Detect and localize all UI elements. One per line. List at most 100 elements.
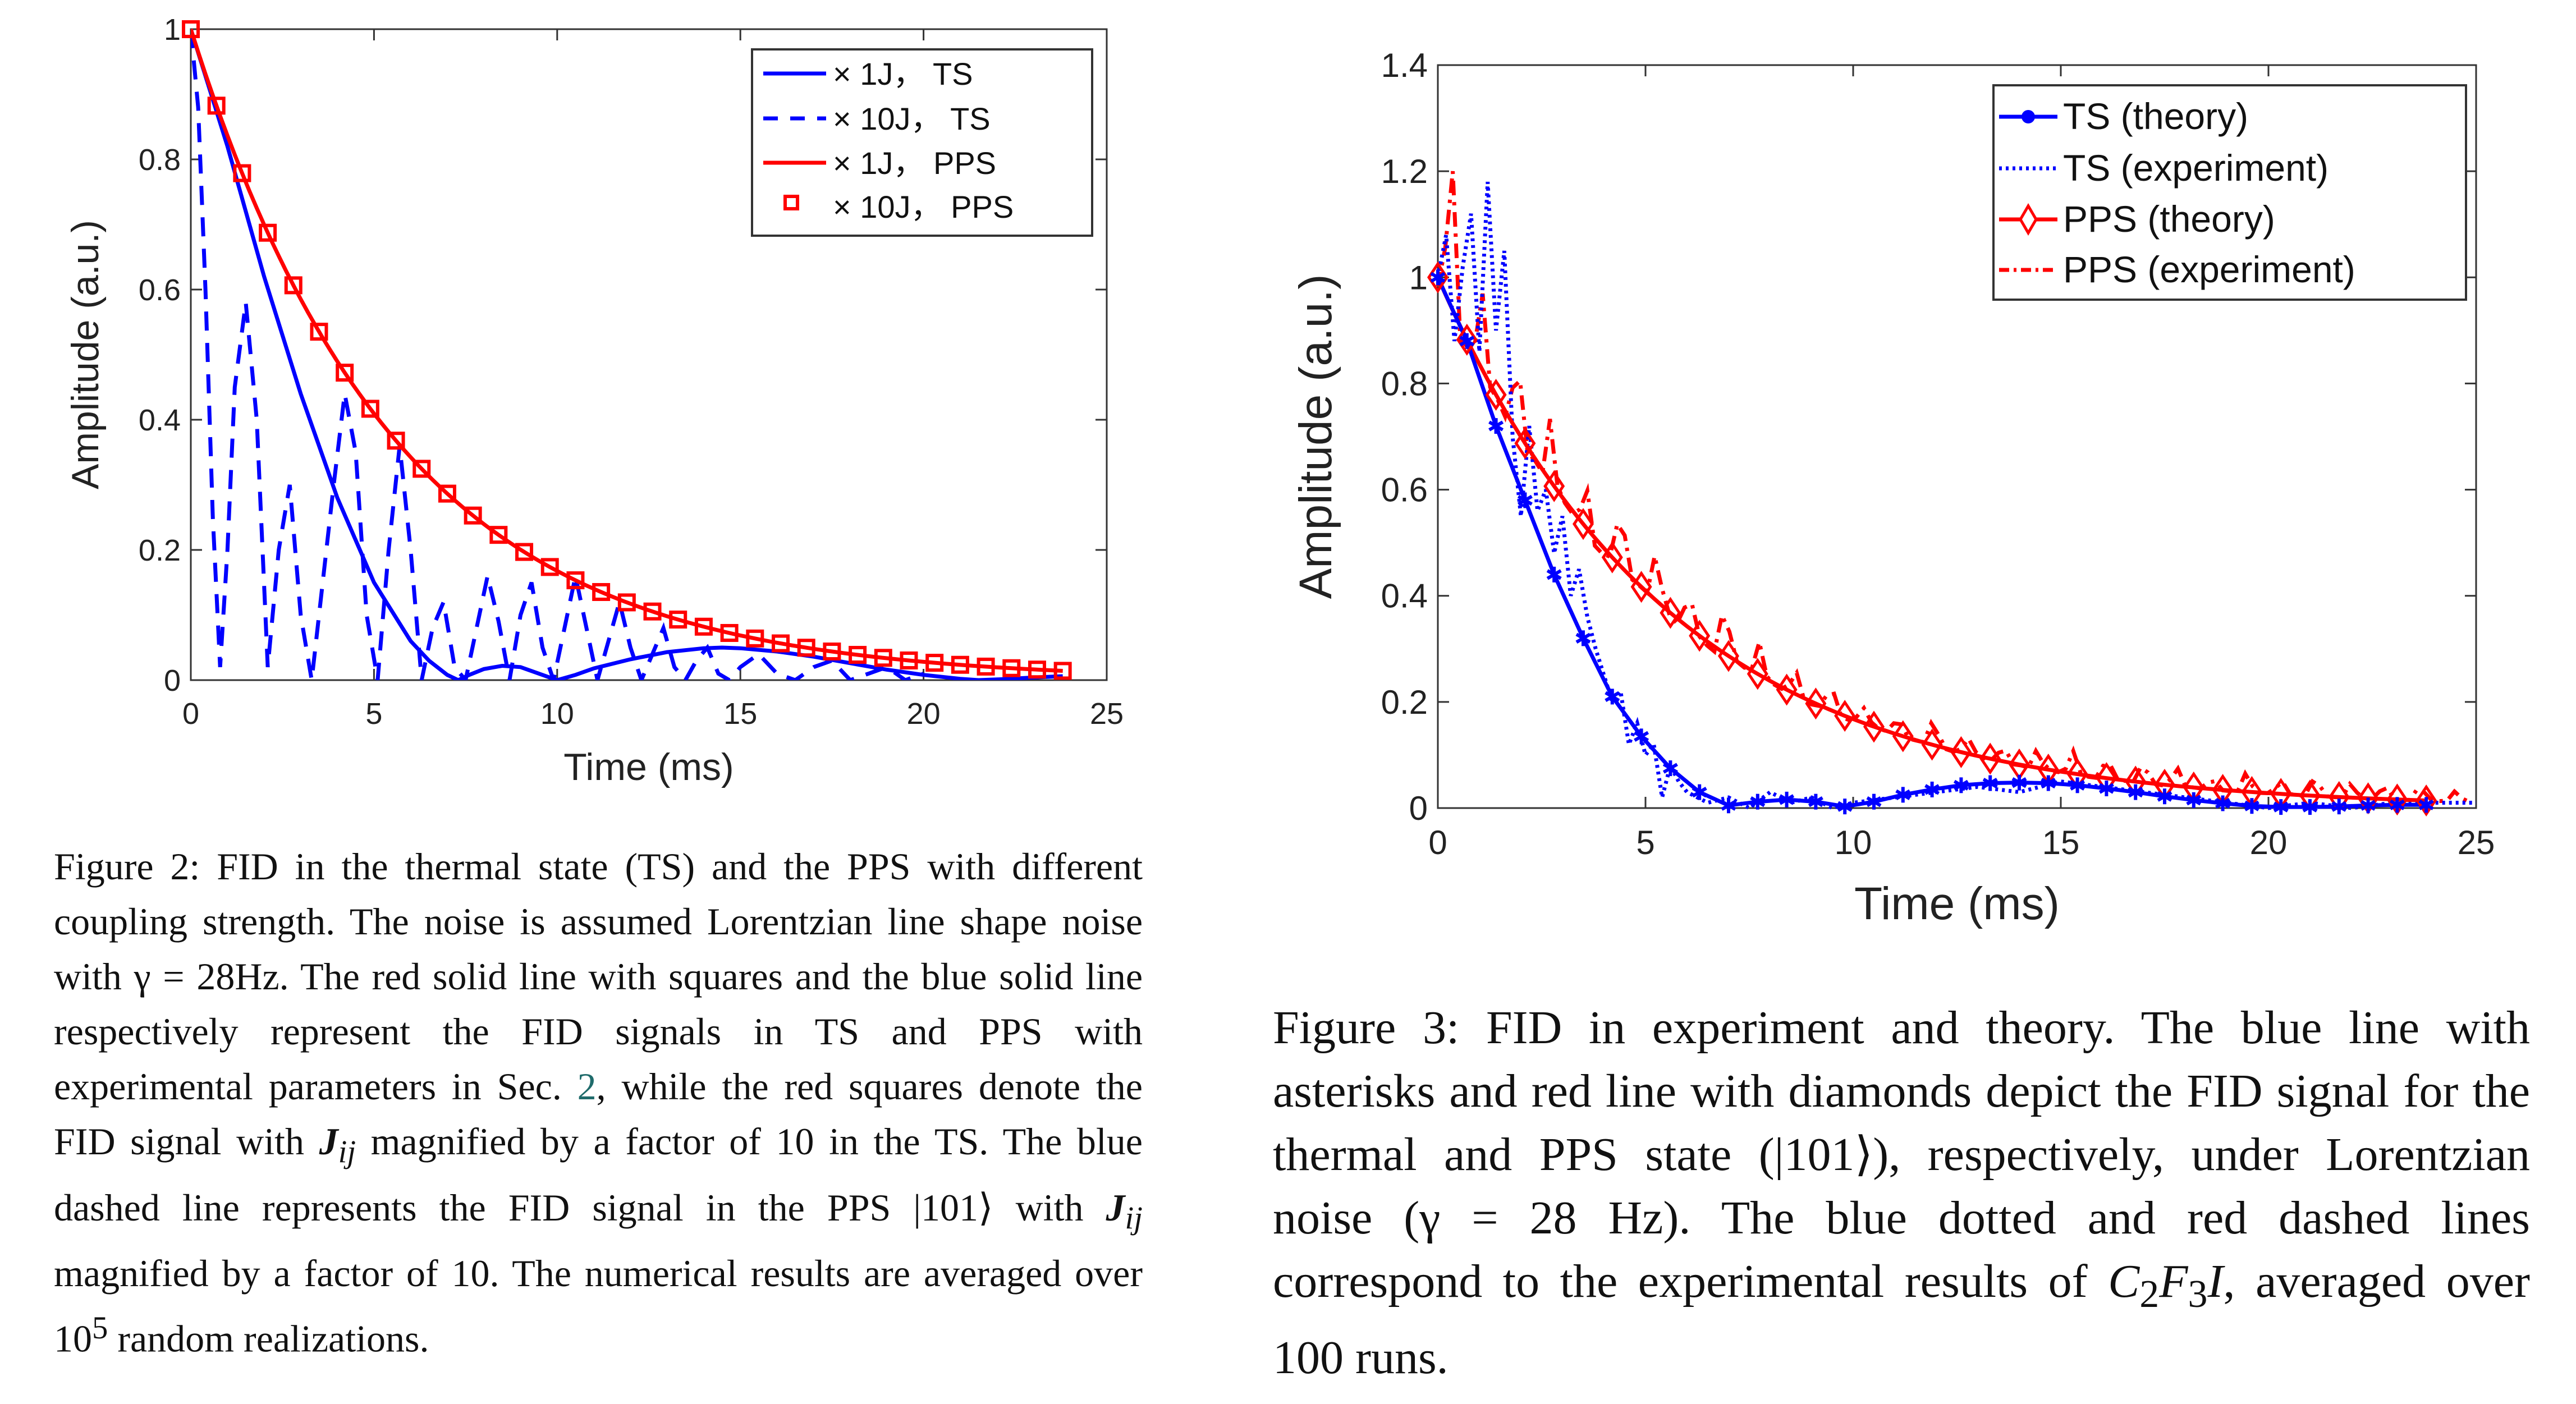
series-marker-ts-asterisk bbox=[2418, 797, 2434, 813]
legend: × 1J， TS × 10J， TS × 1J， PPS × 10J， PPS bbox=[751, 48, 1093, 237]
x-tick-label: 5 bbox=[365, 697, 382, 731]
y-tick-label: 1 bbox=[1409, 259, 1428, 296]
series-marker-pps-diamond bbox=[1630, 571, 1652, 603]
series-marker-pps-diamond bbox=[2270, 778, 2292, 810]
series-marker-pps-diamond bbox=[1601, 541, 1623, 573]
series-marker-ts-asterisk bbox=[2331, 799, 2347, 815]
series-marker-10j-pps-square bbox=[515, 543, 534, 561]
x-axis-label: Time (ms) bbox=[563, 746, 734, 788]
series-marker-10j-pps-square bbox=[797, 639, 815, 657]
legend-label: × 10J， TS bbox=[833, 101, 991, 136]
section-reference-link[interactable]: 2 bbox=[577, 1065, 597, 1108]
series-marker-ts-asterisk bbox=[1488, 418, 1504, 434]
series-marker-pps-diamond bbox=[1514, 427, 1536, 460]
series-marker-pps-diamond bbox=[2008, 748, 2030, 781]
series-marker-ts-asterisk bbox=[2011, 774, 2027, 791]
series-marker-10j-pps-square bbox=[977, 657, 995, 676]
x-tick-label: 0 bbox=[182, 697, 199, 731]
series-marker-ts-asterisk bbox=[2389, 797, 2405, 813]
series-marker-10j-pps-square bbox=[489, 526, 508, 544]
series-marker-pps-diamond bbox=[1921, 728, 1943, 761]
series-marker-pps-diamond bbox=[1950, 736, 1972, 768]
series-marker-ts-asterisk bbox=[1895, 787, 1911, 803]
legend-label: TS (experiment) bbox=[2063, 147, 2329, 189]
series-marker-pps-diamond bbox=[1834, 700, 1856, 732]
series-marker-ts-asterisk bbox=[2273, 799, 2289, 815]
series-marker-10j-pps-square bbox=[464, 506, 482, 525]
series-marker-ts-asterisk bbox=[1575, 630, 1591, 646]
series-marker-10j-pps-square bbox=[540, 558, 559, 576]
legend-marker-diamond bbox=[2019, 203, 2038, 236]
series-marker-ts-asterisk bbox=[1953, 777, 1969, 793]
series-marker-10j-pps-square bbox=[336, 364, 354, 382]
series-marker-10j-pps-square bbox=[643, 602, 662, 621]
series-marker-ts-asterisk bbox=[1721, 797, 1736, 814]
series-marker-pps-diamond bbox=[2415, 784, 2437, 817]
series-marker-10j-pps-square bbox=[259, 223, 277, 242]
x-tick-label: 10 bbox=[540, 697, 574, 731]
series-marker-pps-diamond bbox=[1892, 720, 1914, 753]
legend-label: × 1J， TS bbox=[833, 56, 973, 91]
series-marker-ts-asterisk bbox=[2157, 788, 2172, 805]
series-marker-10j-pps-square bbox=[617, 593, 636, 612]
y-tick-label: 0.4 bbox=[1381, 577, 1428, 615]
y-tick-label: 1.4 bbox=[1381, 47, 1428, 84]
series-marker-10j-pps-square bbox=[438, 484, 456, 503]
x-tick-label: 15 bbox=[723, 697, 757, 731]
series-marker-pps-diamond bbox=[1979, 742, 2001, 775]
y-tick-label: 1.2 bbox=[1381, 153, 1428, 190]
series-marker-10j-pps-square bbox=[925, 654, 944, 672]
series-marker-ts-asterisk bbox=[1808, 793, 1823, 810]
figure-3-label: Figure 3: bbox=[1273, 1002, 1460, 1054]
series-marker-pps-diamond bbox=[1456, 323, 1478, 356]
series-marker-pps-diamond bbox=[1776, 673, 1798, 706]
series-marker-ts-asterisk bbox=[1866, 793, 1882, 810]
series-marker-pps-diamond bbox=[1572, 508, 1594, 540]
series-marker-ts-asterisk bbox=[1837, 799, 1853, 815]
series-marker-10j-pps-square bbox=[310, 323, 328, 341]
legend-label: PPS (experiment) bbox=[2063, 249, 2355, 290]
series-marker-10j-pps-square bbox=[720, 623, 739, 642]
x-tick-label: 15 bbox=[2042, 824, 2080, 861]
series-marker-pps-diamond bbox=[1717, 640, 1740, 672]
y-tick-label: 0.8 bbox=[139, 143, 181, 177]
x-tick-label: 20 bbox=[907, 697, 941, 731]
series-marker-ts-asterisk bbox=[2360, 797, 2376, 814]
series-line-1j-ts bbox=[191, 28, 1063, 680]
series-marker-ts-asterisk bbox=[1750, 793, 1766, 810]
y-tick-label: 0.4 bbox=[139, 403, 181, 437]
y-axis-label: Amplitude (a.u.) bbox=[1290, 274, 1341, 599]
series-marker-ts-asterisk bbox=[1517, 492, 1533, 508]
series-marker-10j-pps-square bbox=[207, 97, 226, 115]
figure-2-label: Figure 2: bbox=[54, 845, 200, 888]
legend-label: PPS (theory) bbox=[2063, 198, 2275, 240]
series-marker-10j-pps-square bbox=[233, 164, 251, 182]
y-tick-label: 0.2 bbox=[139, 534, 181, 567]
series-marker-10j-pps-square bbox=[361, 400, 379, 418]
y-tick-label: 0.6 bbox=[139, 273, 181, 307]
series-marker-10j-pps-square bbox=[1053, 662, 1072, 680]
y-tick-label: 0 bbox=[164, 664, 181, 698]
y-tick-label: 0.6 bbox=[1381, 471, 1428, 509]
series-marker-10j-pps-square bbox=[592, 583, 611, 602]
series-marker-10j-pps-square bbox=[669, 611, 687, 629]
x-tick-label: 20 bbox=[2250, 824, 2288, 861]
series-marker-pps-diamond bbox=[1805, 687, 1827, 720]
series-line-10j-ts bbox=[191, 29, 924, 680]
y-tick-label: 0.8 bbox=[1381, 365, 1428, 402]
series-marker-pps-diamond bbox=[1747, 658, 1768, 690]
series-marker-10j-pps-square bbox=[874, 649, 892, 667]
legend-label: TS (theory) bbox=[2063, 95, 2248, 137]
series-marker-pps-diamond bbox=[1427, 261, 1449, 293]
series-marker-pps-diamond bbox=[1863, 710, 1885, 743]
x-tick-label: 10 bbox=[1835, 824, 1872, 861]
x-tick-label: 25 bbox=[2458, 824, 2495, 861]
legend-label: × 1J， PPS bbox=[833, 145, 996, 181]
legend: TS (theory) TS (experiment) PPS (theory) PP… bbox=[1992, 84, 2467, 301]
legend-marker-asterisk bbox=[2022, 110, 2035, 123]
series-marker-10j-pps-square bbox=[284, 276, 302, 295]
series-marker-10j-pps-square bbox=[823, 643, 841, 661]
series-marker-10j-pps-square bbox=[182, 20, 200, 38]
series-marker-ts-asterisk bbox=[2302, 799, 2318, 815]
series-marker-ts-asterisk bbox=[1779, 791, 1795, 807]
